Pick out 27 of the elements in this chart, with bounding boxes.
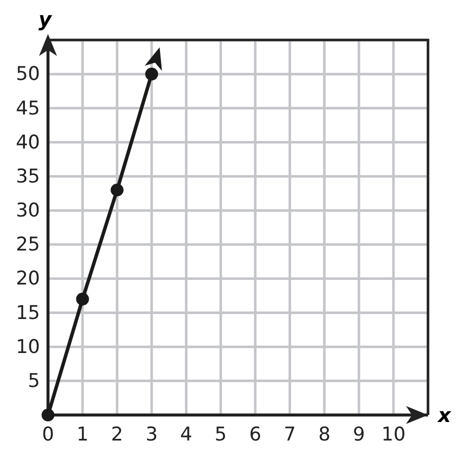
point bbox=[145, 68, 158, 81]
y-tick-label: 45 bbox=[16, 97, 40, 120]
y-tick-label: 25 bbox=[16, 234, 40, 256]
y-tick-label: 35 bbox=[16, 165, 40, 188]
y-tick-label: 15 bbox=[16, 302, 40, 324]
x-tick-label: 6 bbox=[249, 423, 262, 446]
point bbox=[42, 408, 54, 422]
x-tick-label: 0 bbox=[42, 423, 54, 446]
y-tick-label: 30 bbox=[16, 200, 40, 222]
x-tick-label: 1 bbox=[76, 423, 89, 446]
x-tick-label: 8 bbox=[318, 423, 330, 446]
y-tick-label: 10 bbox=[16, 336, 40, 358]
x-axis-title: x bbox=[437, 403, 452, 427]
y-tick-label: 5 bbox=[28, 370, 40, 392]
point bbox=[110, 184, 124, 196]
y-tick-label: 50 bbox=[16, 63, 40, 86]
y-tick-label: 40 bbox=[16, 131, 40, 154]
y-axis-title: y bbox=[38, 7, 52, 31]
x-tick-label: 2 bbox=[111, 423, 124, 446]
y-tick-label: 20 bbox=[16, 268, 40, 290]
x-tick-label: 5 bbox=[214, 423, 227, 446]
x-tick-label: 10 bbox=[381, 423, 406, 446]
x-tick-label: 9 bbox=[352, 423, 365, 446]
point bbox=[76, 292, 89, 306]
x-tick-label: 3 bbox=[146, 423, 158, 446]
x-tick-label: 7 bbox=[284, 423, 296, 446]
x-tick-label: 4 bbox=[180, 423, 192, 446]
